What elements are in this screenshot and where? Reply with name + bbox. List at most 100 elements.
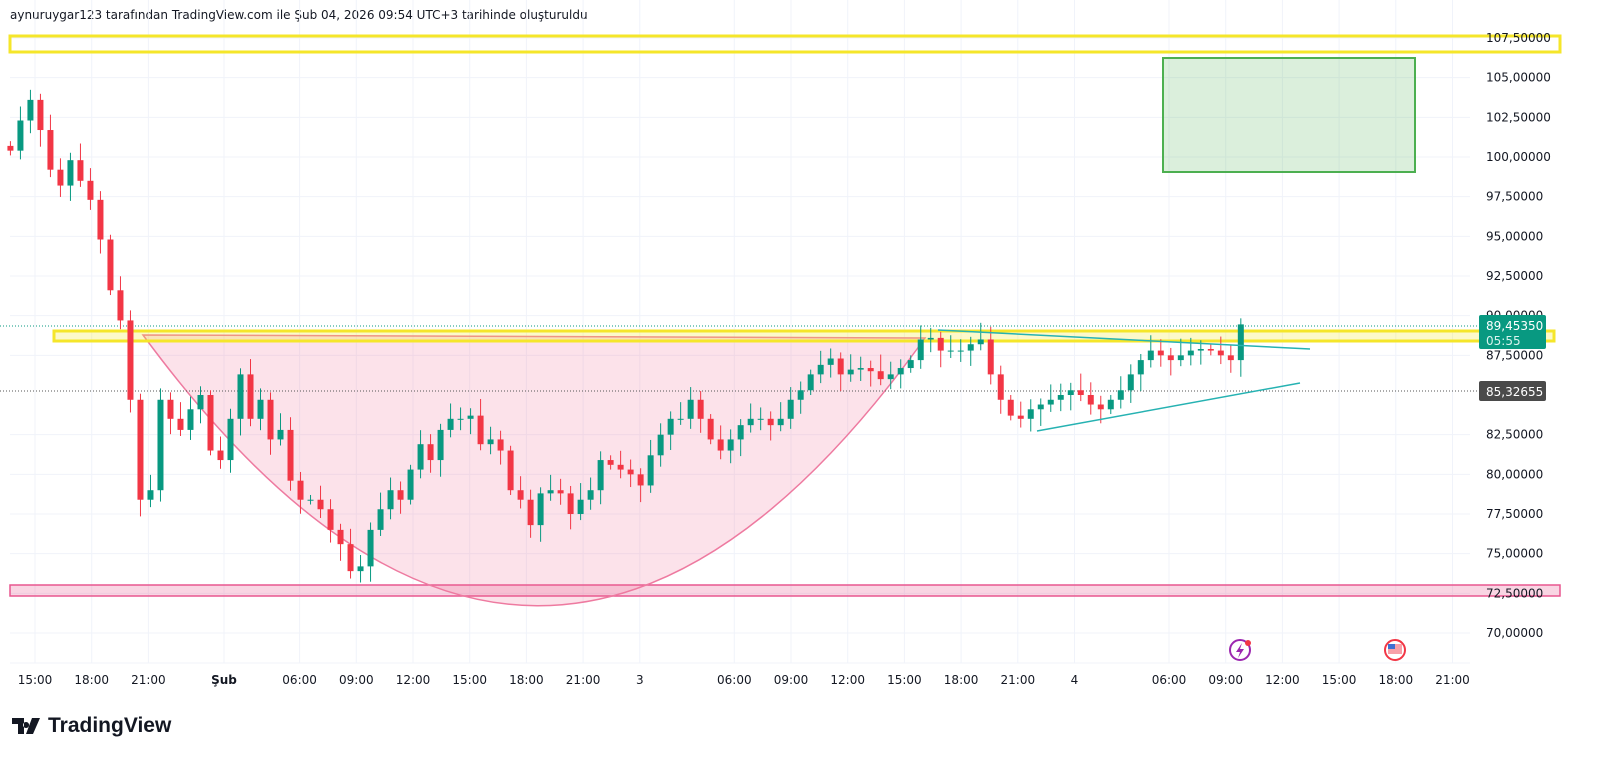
candle-body: [827, 358, 834, 365]
triangle-upper-line[interactable]: [937, 329, 1311, 350]
candle-body: [607, 460, 614, 465]
candle: [67, 152, 74, 201]
tradingview-logo-icon: [12, 718, 40, 734]
candle: [947, 335, 954, 358]
candle-body: [307, 499, 314, 501]
candle: [897, 359, 904, 389]
resistance-band-top[interactable]: [8, 34, 1562, 54]
target-zone[interactable]: [1162, 57, 1416, 173]
x-tick-label: 15:00: [887, 673, 922, 687]
candle: [517, 476, 524, 509]
candle: [1207, 344, 1214, 356]
candle: [1037, 398, 1044, 426]
us-flag-event-icon[interactable]: [1384, 639, 1406, 661]
candle: [577, 483, 584, 521]
candle-body: [1047, 399, 1054, 405]
candle: [147, 474, 154, 508]
support-band[interactable]: [9, 584, 1561, 597]
candle-body: [347, 544, 354, 572]
candle: [47, 114, 54, 178]
x-tick-label: 06:00: [1152, 673, 1187, 687]
x-tick-label: 18:00: [74, 673, 109, 687]
marked-price-label: 85,32655: [1479, 381, 1546, 401]
x-tick-label: 12:00: [830, 673, 865, 687]
candle: [477, 398, 484, 451]
candle-body: [557, 490, 564, 494]
candle-body: [1187, 350, 1194, 356]
candle-body: [687, 399, 694, 419]
x-tick-label: 18:00: [944, 673, 979, 687]
candle-body: [797, 390, 804, 400]
candle-body: [377, 509, 384, 530]
candle: [1087, 382, 1094, 415]
candle-body: [777, 418, 784, 426]
candle: [537, 487, 544, 542]
candle-body: [267, 399, 274, 440]
candle-body: [1027, 409, 1034, 419]
triangle-lower-line[interactable]: [1036, 382, 1301, 432]
candle-body: [997, 374, 1004, 400]
candle-body: [737, 425, 744, 440]
candle-body: [37, 99, 44, 131]
candle: [377, 492, 384, 536]
candle-body: [917, 339, 924, 361]
candle: [1177, 338, 1184, 367]
candle: [207, 390, 214, 456]
tradingview-logo[interactable]: TradingView: [12, 714, 171, 738]
candle: [677, 402, 684, 425]
candle: [927, 327, 934, 353]
candle-body: [677, 418, 684, 420]
candle-body: [97, 199, 104, 240]
candle: [1077, 373, 1084, 402]
candle-body: [1057, 395, 1064, 400]
candle-body: [47, 130, 54, 170]
candle: [647, 439, 654, 493]
candle-body: [517, 490, 524, 500]
cup-pattern[interactable]: [141, 334, 927, 607]
candle: [627, 459, 634, 488]
candle: [727, 429, 734, 464]
candle-body: [487, 439, 494, 445]
candle-body: [147, 490, 154, 500]
candle-body: [1217, 350, 1224, 356]
breakout-band[interactable]: [52, 329, 1556, 343]
candle-body: [937, 337, 944, 351]
x-tick-label: 4: [1071, 673, 1079, 687]
candle: [597, 451, 604, 505]
candle-body: [907, 360, 914, 369]
candle: [507, 445, 514, 495]
candle: [937, 331, 944, 368]
candle: [547, 474, 554, 501]
candle-body: [417, 444, 424, 470]
y-tick-label: 80,00000: [1486, 467, 1543, 481]
candle-body: [717, 439, 724, 451]
candle: [247, 359, 254, 427]
candle: [417, 430, 424, 479]
candle: [77, 143, 84, 187]
time-axis[interactable]: 15:00 18:00 21:00 Şub 06:00 09:00 12:00 15:00 18…: [18, 673, 1470, 687]
candle: [1127, 364, 1134, 403]
candle-body: [1087, 395, 1094, 405]
candle-body: [477, 415, 484, 445]
y-tick-label: 87,50000: [1486, 348, 1543, 362]
lightning-event-icon[interactable]: [1229, 639, 1251, 661]
candle-body: [427, 444, 434, 461]
candle-body: [617, 464, 624, 470]
x-tick-label: Şub: [211, 673, 237, 687]
x-tick-label: 15:00: [1322, 673, 1357, 687]
candle: [467, 408, 474, 435]
candle: [857, 356, 864, 381]
candle-body: [1067, 390, 1074, 396]
candle: [587, 477, 594, 510]
candle: [837, 352, 844, 392]
candle: [117, 276, 124, 330]
candle: [977, 322, 984, 351]
candle-body: [297, 480, 304, 500]
chart-caption: aynuruygar123 tarafından TradingView.com…: [10, 8, 588, 22]
candle-body: [817, 364, 824, 375]
candle: [367, 522, 374, 582]
candle-body: [367, 529, 374, 567]
candle: [327, 499, 334, 543]
candle: [567, 485, 574, 530]
